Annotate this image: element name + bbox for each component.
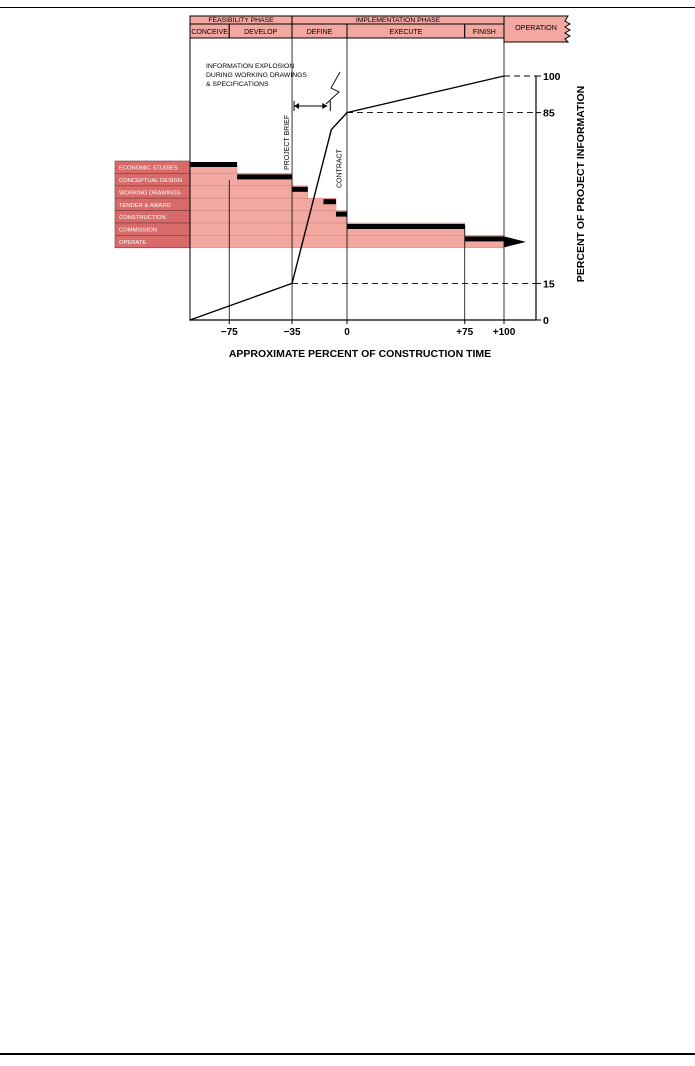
activity-label-working-drawings: WORKING DRAWINGS [119,190,181,196]
explosion-text-line-1: DURING WORKING DRAWINGS [206,72,307,79]
time-markers [189,38,505,320]
subphase-label-execute: EXECUTE [389,29,422,36]
activity-label-construction: CONSTRUCTION [119,215,166,221]
operate-arrow [504,236,526,248]
activity-bar-economic-studies [190,162,238,167]
activity-bar-tender-and-award [323,199,337,205]
bottom-rule [0,1053,695,1055]
phase-label-feasibility-phase: FEASIBILITY PHASE [208,17,274,24]
reference-lines [292,75,536,284]
series-point-0-4 [503,75,505,77]
explosion-arrow-right [322,103,328,109]
x-axis-label: APPROXIMATE PERCENT OF CONSTRUCTION TIME [229,348,491,360]
y-tick-label-0: 0 [543,315,549,327]
top-rule [0,7,695,8]
series-point-0-2 [330,128,333,131]
project-brief-label: PROJECT BRIEF [284,115,291,170]
x-tick-label--35: −35 [284,327,301,338]
x-tick-label-100: +100 [493,327,516,338]
annotations: PROJECT BRIEF CONTRACT INFORMATION EXPLOSI… [206,63,343,188]
activity-fill-tender-and-award [189,197,337,211]
activity-fill-economic-studies [189,165,238,174]
subphase-label-develop: DEVELOP [244,29,277,36]
activity-bar-commission [347,224,465,229]
y-tick-label-85: 85 [543,108,555,120]
activity-fill-construction [189,210,348,224]
y-axis-label: PERCENT OF PROJECT INFORMATION [575,86,587,282]
phase-label-implementation-phase: IMPLEMENTATION PHASE [356,17,441,24]
subphase-label-conceive: CONCEIVE [191,29,228,36]
activity-label-economic-studies: ECONOMIC STUDIES [119,166,178,172]
activity-bar-conceptual-design [237,174,293,180]
x-tick-label-0: 0 [344,327,350,338]
information-chart: FEASIBILITY PHASE IMPLEMENTATION PHASE OPE… [114,15,587,360]
explosion-text-line-2: & SPECIFICATIONS [206,81,269,88]
x-tick-label--75: −75 [221,327,238,338]
contract-label: CONTRACT [336,148,343,188]
explosion-text-line-0: INFORMATION EXPLOSION [206,63,294,70]
subphase-label-finish: FINISH [473,29,496,36]
y-tick-label-15: 15 [543,278,555,290]
explosion-arrow-left [294,103,300,109]
series-point-0-1 [291,282,293,285]
activity-bar-construction [336,211,347,217]
activity-bar-operate [464,236,504,242]
phase-operation [503,15,571,43]
activity-label-commission: COMMISSION [119,228,157,234]
phase-label-operation: OPERATION [515,23,557,32]
explosion-leader [325,71,341,105]
information-curve [189,75,505,321]
y-tick-label-100: 100 [543,71,561,83]
activity-fill-working-drawings [189,185,308,199]
activity-label-operate: OPERATE [119,240,146,246]
series-point-0-3 [346,111,348,114]
activity-label-conceptual-design: CONCEPTUAL DESIGN [119,178,182,184]
phase-header: FEASIBILITY PHASE IMPLEMENTATION PHASE OPE… [189,15,571,43]
axes: 100 85 15 0 −75 −35 0 +75 +100 [190,71,561,338]
activity-label-tender-and-award: TENDER & AWARD [119,203,171,209]
subphase-label-define: DEFINE [307,29,333,36]
x-tick-label-75: +75 [456,327,473,338]
subphase-finish [464,23,505,39]
activity-bar-working-drawings [292,186,308,192]
